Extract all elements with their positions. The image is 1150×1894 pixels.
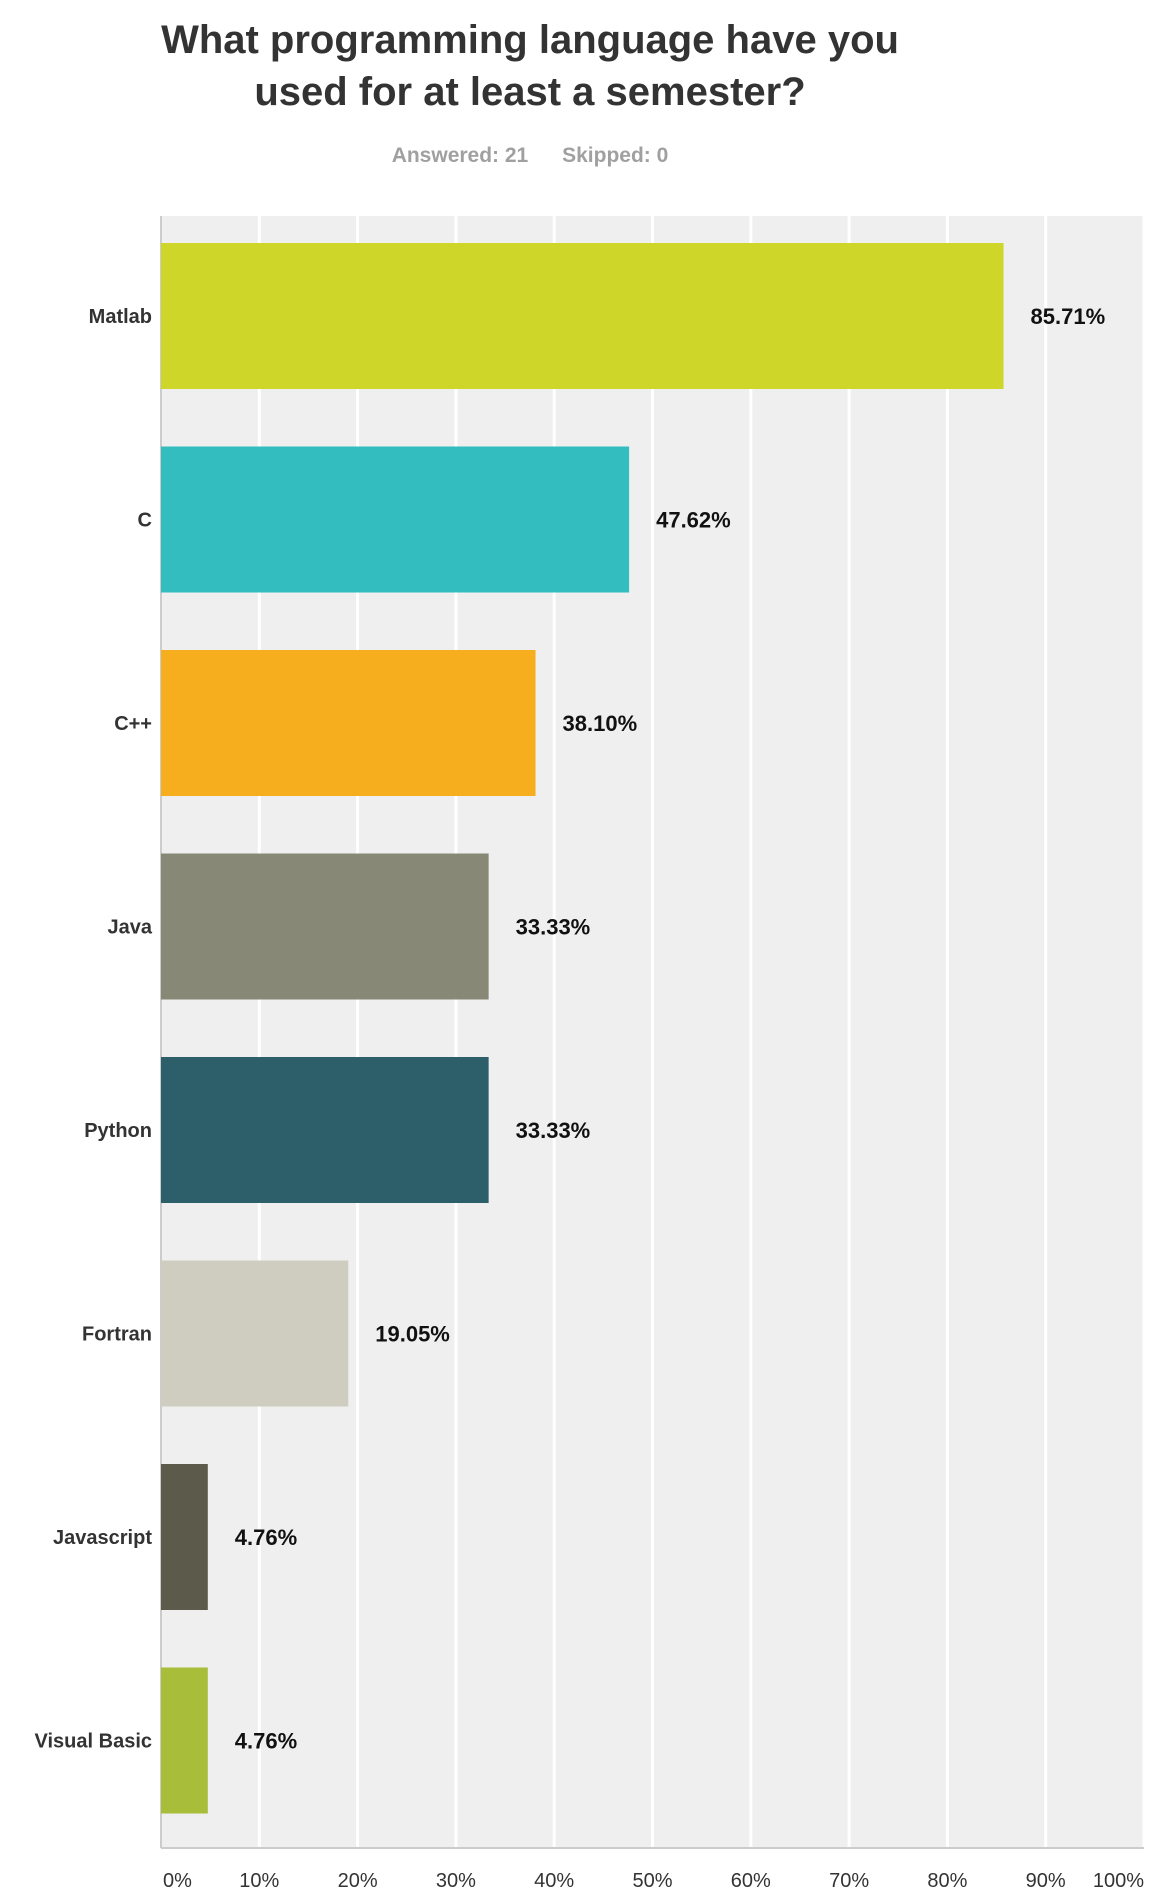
- chart-title-line-1: What programming language have you: [161, 18, 899, 62]
- bar: [161, 446, 630, 593]
- value-label: 33.33%: [516, 1118, 591, 1143]
- bar: [161, 650, 536, 796]
- value-label: 38.10%: [563, 711, 638, 736]
- skipped-count: Skipped: 0: [562, 144, 669, 167]
- category-label: Java: [108, 917, 153, 939]
- value-label: 47.62%: [656, 508, 731, 533]
- x-tick-label: 30%: [436, 1870, 476, 1892]
- category-label: Python: [84, 1120, 152, 1142]
- value-label: 4.76%: [235, 1729, 297, 1754]
- x-tick-label: 50%: [632, 1870, 672, 1892]
- chart-title: What programming language have you used …: [0, 14, 1060, 118]
- category-label: Matlab: [89, 306, 152, 328]
- value-label: 4.76%: [235, 1525, 297, 1550]
- x-tick-label: 90%: [1026, 1870, 1066, 1892]
- response-summary: Answered: 21 Skipped: 0: [0, 144, 1060, 168]
- value-label: 85.71%: [1031, 304, 1106, 329]
- x-tick-label: 70%: [829, 1870, 869, 1892]
- x-tick-label: 60%: [731, 1870, 771, 1892]
- category-label: Visual Basic: [35, 1731, 152, 1753]
- x-tick-label: 80%: [927, 1870, 967, 1892]
- bar: [161, 1464, 208, 1610]
- x-tick-label: 10%: [239, 1870, 279, 1892]
- category-label: Javascript: [53, 1527, 152, 1549]
- bar: [161, 1260, 349, 1407]
- x-tick-label: 40%: [534, 1870, 574, 1892]
- category-label: C++: [114, 713, 152, 735]
- x-tick-label: 0%: [163, 1870, 192, 1892]
- category-label: C: [138, 510, 152, 532]
- bar: [161, 1667, 208, 1814]
- bar: [161, 1057, 489, 1203]
- answered-count: Answered: 21: [391, 144, 529, 167]
- bar: [161, 853, 489, 1000]
- bar: [161, 243, 1004, 389]
- chart-title-line-2: used for at least a semester?: [254, 70, 806, 114]
- value-label: 19.05%: [375, 1322, 450, 1347]
- category-label: Fortran: [82, 1324, 152, 1346]
- x-tick-label: 100%: [1093, 1870, 1144, 1892]
- value-label: 33.33%: [516, 915, 591, 940]
- x-tick-label: 20%: [338, 1870, 378, 1892]
